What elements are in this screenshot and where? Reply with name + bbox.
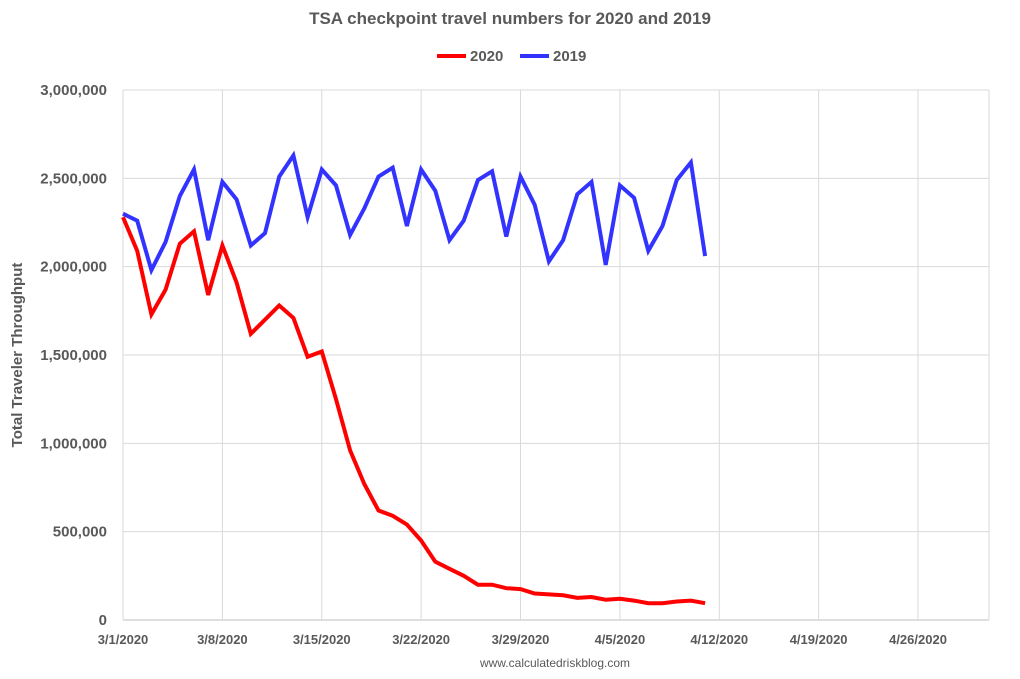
gridlines (122, 89, 990, 621)
x-tick-label: 4/19/2020 (790, 632, 848, 647)
x-tick-label: 3/8/2020 (197, 632, 248, 647)
y-axis-ticks: 0 500,000 1,000,000 1,500,000 2,000,000 2,500… (40, 82, 107, 629)
y-tick-label: 3,000,000 (40, 82, 107, 99)
y-tick-label: 2,000,000 (40, 259, 107, 276)
x-axis-ticks: 3/1/2020 3/8/2020 3/15/2020 3/22/2020 3/29/2… (98, 632, 947, 647)
legend: 2020 2019 (437, 48, 586, 65)
x-tick-label: 4/5/2020 (595, 632, 646, 647)
chart-title: TSA checkpoint travel numbers for 2020 a… (309, 9, 711, 28)
series-line-2020 (121, 216, 706, 606)
legend-label-2019: 2019 (553, 48, 586, 65)
series-line-2019 (122, 150, 708, 276)
x-tick-label: 3/1/2020 (98, 632, 149, 647)
series-lines (121, 150, 708, 606)
y-tick-label: 500,000 (53, 524, 107, 541)
x-tick-label: 3/22/2020 (392, 632, 450, 647)
legend-label-2020: 2020 (470, 48, 503, 65)
x-tick-label: 4/12/2020 (690, 632, 748, 647)
y-tick-label: 0 (99, 612, 107, 629)
y-tick-label: 1,000,000 (40, 435, 107, 452)
x-tick-label: 3/15/2020 (293, 632, 351, 647)
source-credit: www.calculatedriskblog.com (479, 656, 630, 670)
x-tick-label: 4/26/2020 (889, 632, 947, 647)
y-tick-label: 2,500,000 (40, 170, 107, 187)
y-axis-label: Total Traveler Throughput (9, 263, 26, 448)
x-tick-label: 3/29/2020 (492, 632, 550, 647)
y-tick-label: 1,500,000 (40, 347, 107, 364)
